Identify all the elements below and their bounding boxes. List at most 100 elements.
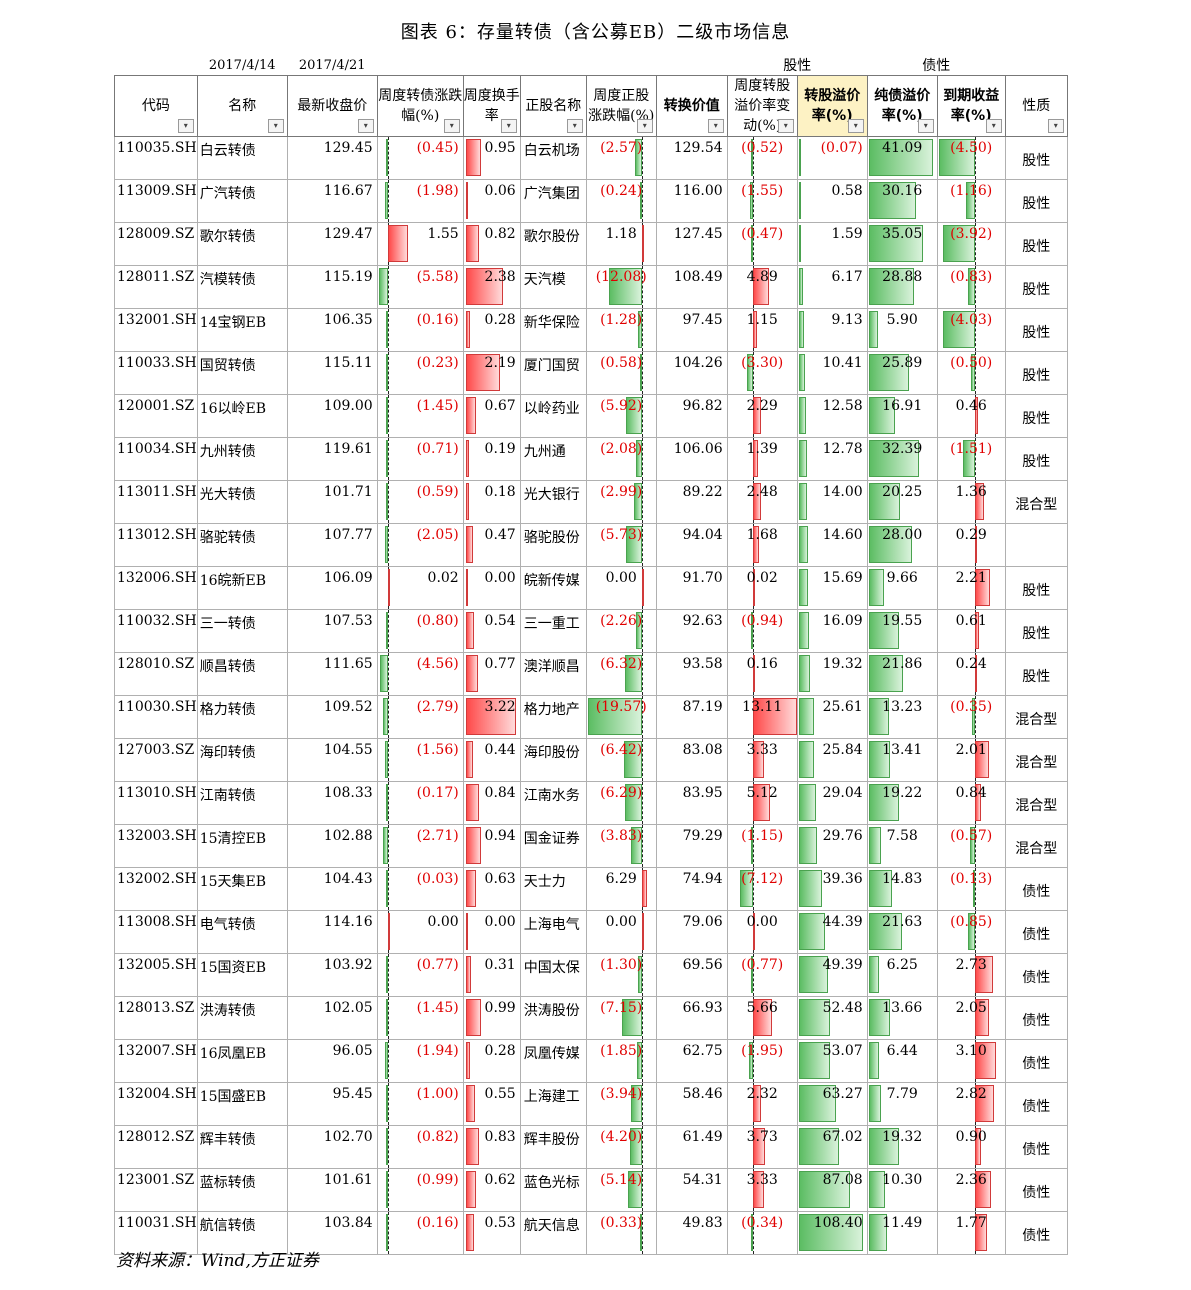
data-bar	[465, 182, 468, 219]
cell-schg: (7.15)	[585, 996, 657, 1040]
cell-value: (3.94)	[600, 1086, 643, 1102]
cell-turn: 3.22	[462, 695, 521, 739]
cell-value: (2.08)	[600, 441, 643, 457]
cell-value: 104.55	[323, 742, 373, 758]
filter-dropdown-icon[interactable]: ▾	[777, 119, 794, 133]
filter-dropdown-icon[interactable]: ▾	[847, 119, 864, 133]
cell-value: 江南水务	[523, 788, 580, 804]
cell-value: 106.09	[323, 570, 373, 586]
cell-close: 115.19	[286, 265, 378, 309]
cell-value: (0.16)	[416, 1215, 459, 1231]
cell-value: 0.00	[484, 570, 516, 586]
filter-dropdown-icon[interactable]: ▾	[707, 119, 724, 133]
column-header: 周度正股涨跌幅(%) ▾	[585, 75, 657, 137]
filter-dropdown-icon[interactable]: ▾	[177, 119, 194, 133]
cell-value: 债性	[1022, 1012, 1051, 1029]
cell-value: (0.77)	[416, 957, 459, 973]
data-bar	[868, 440, 919, 477]
cell-value: (1.85)	[600, 1043, 643, 1059]
cell-value: 14.00	[822, 484, 863, 500]
filter-dropdown-icon[interactable]: ▾	[985, 119, 1002, 133]
cell-turn: 0.06	[462, 179, 521, 223]
cell-turn: 0.54	[462, 609, 521, 653]
cell-turn: 0.77	[462, 652, 521, 696]
data-bar	[974, 655, 977, 692]
data-bar	[868, 999, 890, 1036]
cell-nature: 债性	[1004, 1211, 1068, 1255]
cell-value: 120001.SZ	[117, 398, 195, 414]
data-bar	[938, 139, 975, 176]
cell-prem: 14.00	[796, 480, 868, 524]
filter-dropdown-icon[interactable]: ▾	[443, 119, 460, 133]
cell-value: 2.21	[955, 570, 987, 586]
cell-code: 113012.SH	[114, 523, 198, 567]
cell-name: 15国盛EB	[196, 1082, 288, 1126]
cell-bprem: 13.23	[866, 695, 938, 739]
filter-dropdown-icon[interactable]: ▾	[636, 119, 653, 133]
cell-code: 128011.SZ	[114, 265, 198, 309]
cell-value: 0.02	[427, 570, 459, 586]
cell-value: 132005.SH	[117, 957, 197, 973]
cell-close: 106.35	[286, 308, 378, 352]
cell-turn: 0.44	[462, 738, 521, 782]
cell-turn: 0.63	[462, 867, 521, 911]
data-bar	[942, 311, 975, 348]
bar-axis-line	[974, 352, 976, 394]
data-bar	[465, 1214, 474, 1251]
bar-axis-line	[974, 266, 976, 308]
cell-pchg: 4.89	[726, 265, 798, 309]
bar-axis-line	[387, 782, 389, 824]
cell-value: (0.33)	[600, 1215, 643, 1231]
cell-bprem: 5.90	[866, 308, 938, 352]
data-bar	[752, 397, 761, 434]
cell-nature: 混合型	[1004, 824, 1068, 868]
data-bar	[385, 397, 388, 434]
cell-value: 119.61	[323, 441, 373, 457]
filter-dropdown-icon[interactable]: ▾	[917, 119, 934, 133]
cell-turn: 0.67	[462, 394, 521, 438]
cell-ytm: 0.24	[936, 652, 1006, 696]
filter-dropdown-icon[interactable]: ▾	[267, 119, 284, 133]
cell-nature: 债性	[1004, 953, 1068, 997]
cell-value: (0.50)	[950, 355, 993, 371]
cell-value: 股性	[1022, 410, 1051, 427]
cell-stock: 航天信息	[519, 1211, 587, 1255]
cell-schg: 0.00	[585, 566, 657, 610]
cell-close: 107.53	[286, 609, 378, 653]
cell-conv: 74.94	[655, 867, 728, 911]
filter-dropdown-icon[interactable]: ▾	[1047, 119, 1064, 133]
cell-conv: 127.45	[655, 222, 728, 266]
cell-nature: 股性	[1004, 308, 1068, 352]
cell-ytm: 0.90	[936, 1125, 1006, 1169]
bar-axis-line	[387, 180, 389, 222]
data-bar	[798, 784, 816, 821]
data-bar	[974, 483, 984, 520]
bar-axis-line	[387, 438, 389, 480]
cell-value: 102.88	[323, 828, 373, 844]
cell-pchg: 5.12	[726, 781, 798, 825]
cell-name: 15国资EB	[196, 953, 288, 997]
column-header: 最新收盘价 ▾	[286, 75, 378, 137]
cell-value: 债性	[1022, 1055, 1051, 1072]
cell-value: 股性	[1022, 367, 1051, 384]
cell-turn: 0.28	[462, 1039, 521, 1083]
cell-conv: 79.29	[655, 824, 728, 868]
cell-stock: 光大银行	[519, 480, 587, 524]
cell-value: 股性	[1022, 582, 1051, 599]
cell-value: 三一转债	[199, 616, 256, 632]
cell-prem: 0.58	[796, 179, 868, 223]
cell-value: 87.08	[822, 1172, 863, 1188]
filter-dropdown-icon[interactable]: ▾	[500, 119, 517, 133]
data-bar	[798, 1042, 830, 1079]
cell-bprem: 25.89	[866, 351, 938, 395]
cell-value: (0.34)	[741, 1215, 784, 1231]
cell-schg: (5.92)	[585, 394, 657, 438]
cell-stock: 凤凰传媒	[519, 1039, 587, 1083]
cell-value: 128012.SZ	[117, 1129, 195, 1145]
data-bar	[798, 913, 825, 950]
filter-dropdown-icon[interactable]: ▾	[566, 119, 583, 133]
cell-ytm: (0.50)	[936, 351, 1006, 395]
cell-ytm: 1.77	[936, 1211, 1006, 1255]
filter-dropdown-icon[interactable]: ▾	[357, 119, 374, 133]
data-bar	[868, 741, 890, 778]
